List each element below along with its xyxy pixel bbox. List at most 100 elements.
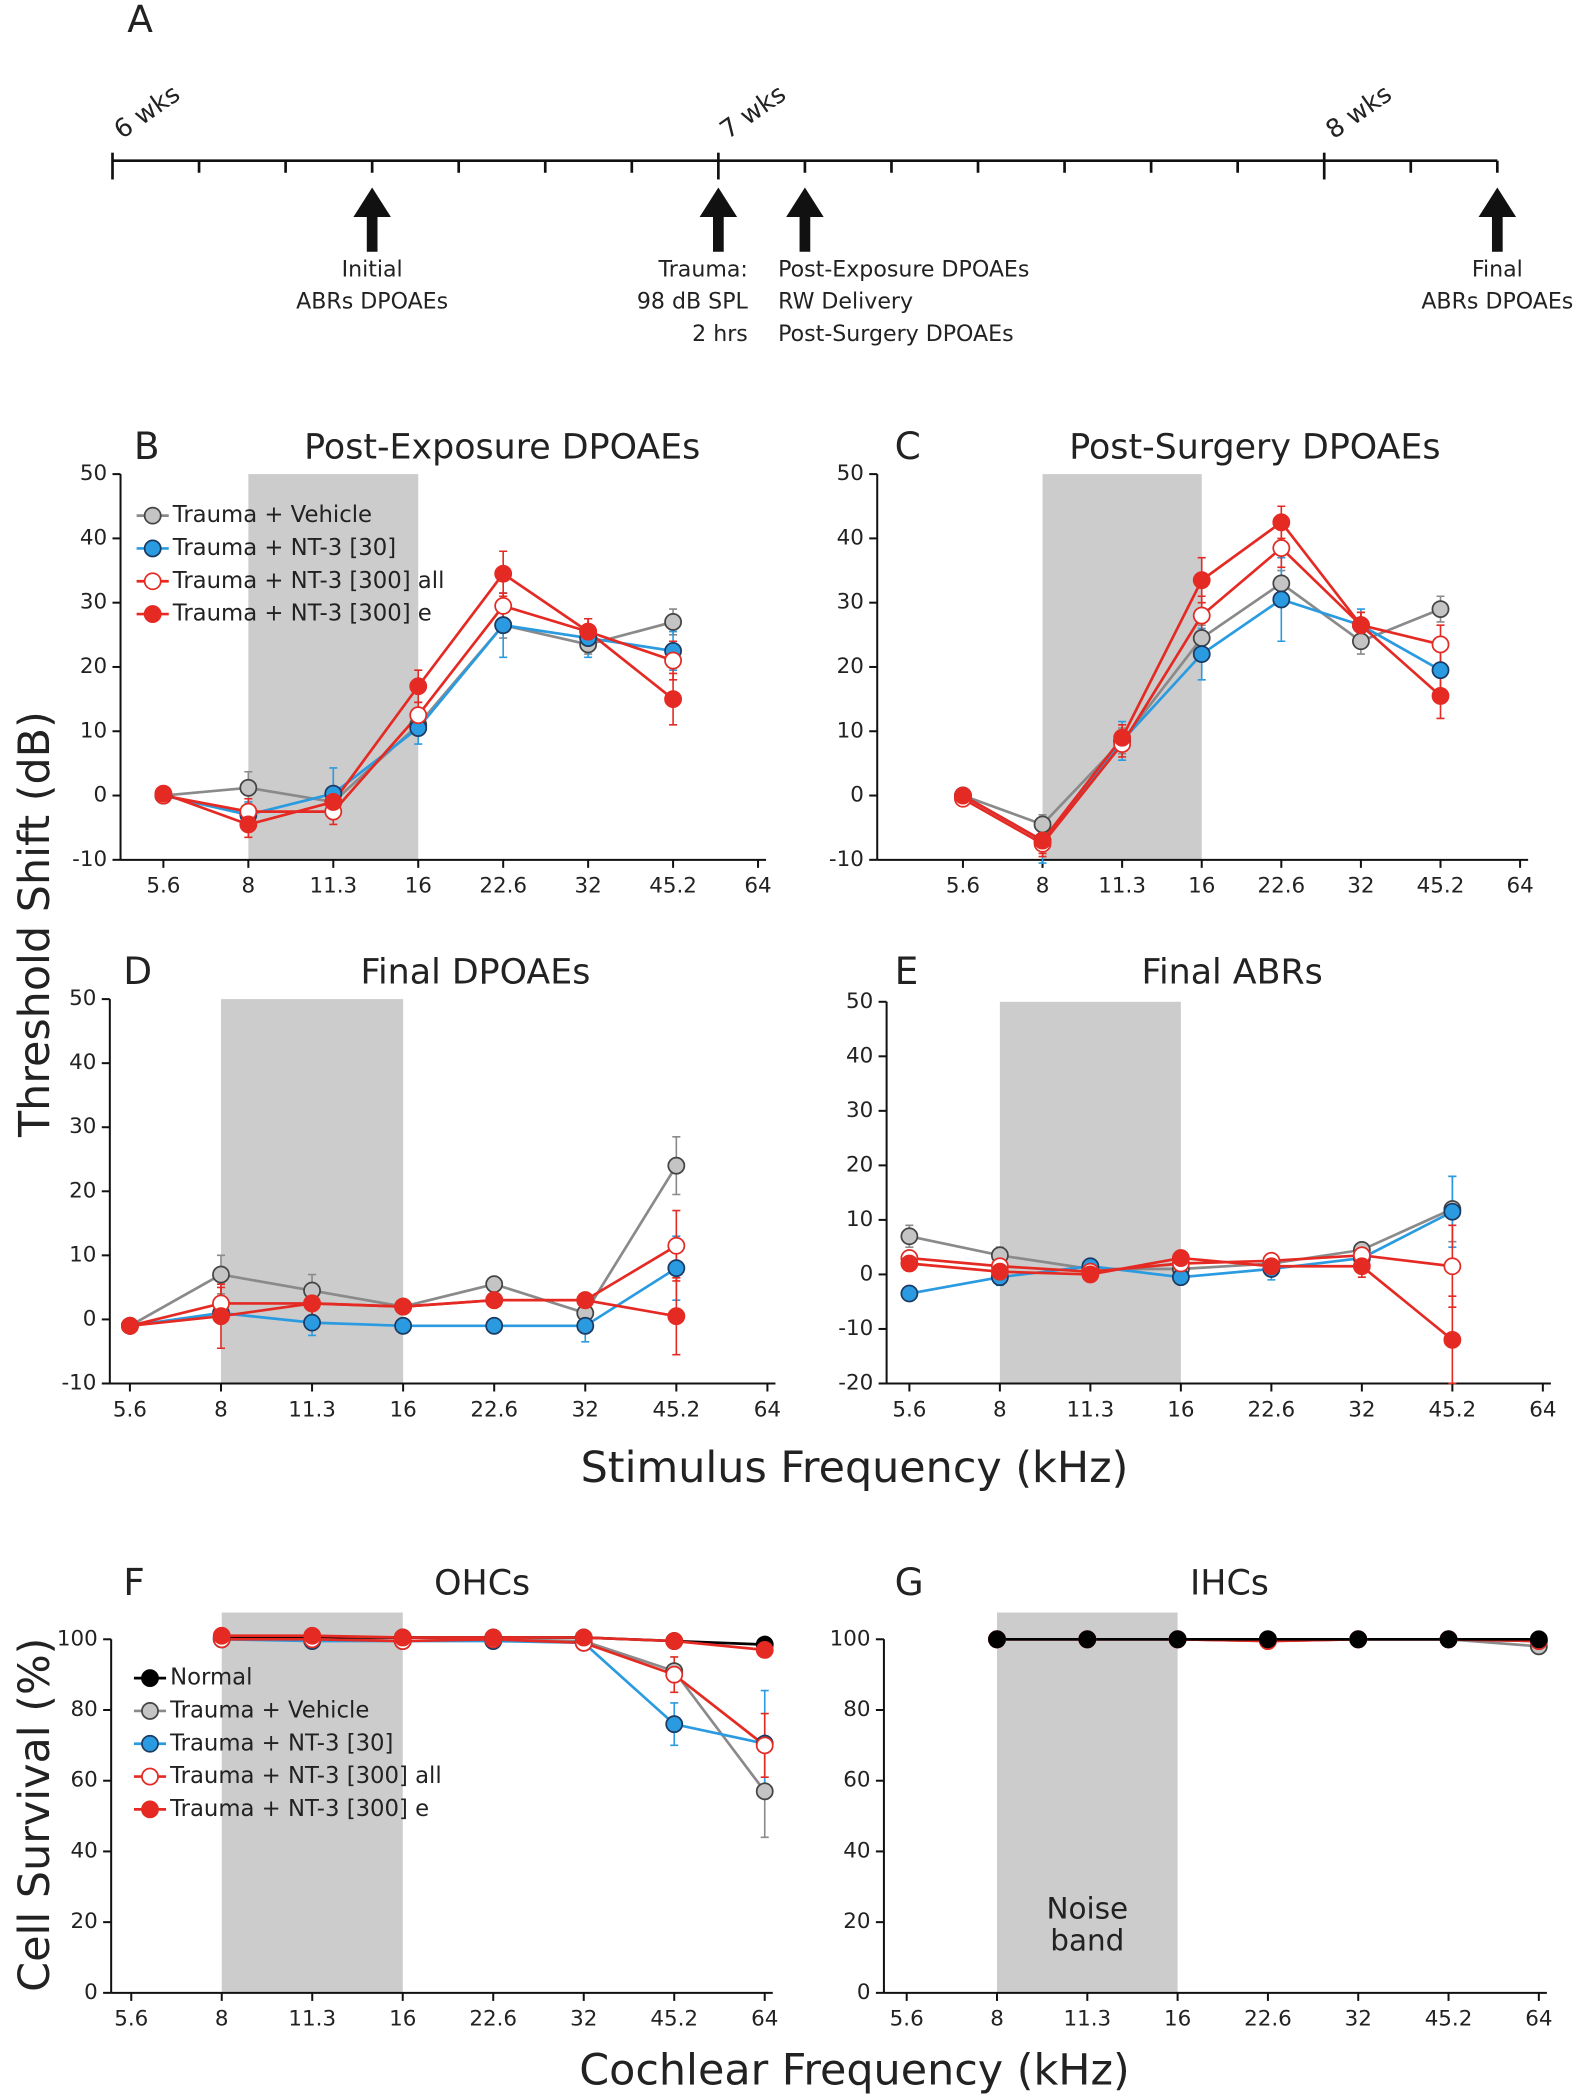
x-tick-label: 45.2 [649, 874, 697, 899]
y-axis-label: Threshold Shift (dB) [10, 711, 60, 1138]
y-tick-label: 40 [837, 525, 864, 550]
legend-marker [141, 1702, 159, 1720]
panel-letter: A [127, 0, 153, 41]
legend-label: Trauma + Vehicle [172, 502, 372, 528]
x-tick-label: 16 [1188, 874, 1215, 899]
x-tick-label: 64 [1525, 2007, 1552, 2032]
y-tick-label: -10 [61, 1370, 96, 1395]
data-point [988, 1630, 1006, 1649]
y-tick-label: 30 [80, 590, 107, 615]
legend-marker [143, 605, 162, 623]
y-tick-label: 0 [83, 1306, 97, 1331]
data-point [664, 651, 682, 670]
data-point [494, 596, 513, 615]
x-tick-label: 11.3 [309, 874, 357, 899]
x-tick-label: 45.2 [1417, 874, 1465, 899]
data-point [1349, 1630, 1368, 1649]
noise-band [221, 1612, 403, 1993]
data-point [576, 1316, 595, 1335]
chart-title: Final ABRs [1141, 953, 1322, 993]
x-tick-label: 16 [1164, 2007, 1191, 2032]
data-point [1192, 606, 1211, 625]
event-label: 2 hrs [692, 321, 748, 347]
data-point [665, 1632, 684, 1650]
x-tick-label: 45.2 [650, 2007, 698, 2032]
data-point [664, 690, 682, 709]
week-label: 8 wks [1320, 78, 1397, 144]
x-tick-label: 5.6 [946, 874, 980, 899]
data-point [664, 613, 682, 631]
data-point [954, 786, 972, 805]
y-tick-label: 40 [69, 1050, 96, 1075]
data-point [1351, 616, 1370, 635]
y-tick-label: 20 [837, 654, 864, 679]
data-point [665, 1665, 684, 1684]
legend-label: Trauma + NT-3 [300] e [169, 1796, 429, 1822]
data-point [665, 1715, 684, 1734]
y-tick-label: 20 [846, 1152, 873, 1177]
y-tick-label: 10 [80, 718, 107, 743]
data-point [303, 1626, 322, 1645]
y-tick-label: 10 [837, 718, 864, 743]
y-tick-label: 20 [843, 1909, 870, 1934]
data-point [484, 1628, 503, 1647]
data-point [574, 1628, 593, 1647]
data-point [1439, 1630, 1458, 1649]
data-point [667, 1259, 686, 1278]
data-point [755, 1782, 774, 1801]
x-tick-label: 11.3 [1098, 874, 1146, 899]
x-tick-label: 32 [570, 2007, 597, 2032]
event-label: RW Delivery [778, 289, 913, 315]
data-point [579, 622, 598, 641]
y-tick-label: 40 [80, 525, 107, 550]
x-tick-label: 8 [990, 2007, 1004, 2032]
data-point [154, 784, 173, 803]
data-point [1529, 1630, 1548, 1649]
event-arrow [353, 187, 391, 252]
legend-label: Trauma + NT-3 [30] [172, 535, 396, 561]
y-tick-label: 10 [846, 1207, 873, 1232]
y-tick-label: 60 [843, 1768, 870, 1793]
y-tick-label: 0 [857, 1980, 871, 2005]
data-point [1081, 1265, 1100, 1284]
data-point [212, 1626, 231, 1645]
x-tick-label: 5.6 [113, 1397, 147, 1422]
legend-marker [141, 1800, 159, 1819]
x-tick-label: 11.3 [288, 2007, 336, 2032]
x-tick-label: 22.6 [470, 1397, 518, 1422]
x-tick-label: 32 [1347, 874, 1374, 899]
data-point [303, 1294, 321, 1313]
y-tick-label: 20 [80, 654, 107, 679]
data-point [1262, 1257, 1281, 1276]
data-point [667, 1236, 686, 1255]
y-tick-label: 30 [837, 590, 864, 615]
x-axis-label: Stimulus Frequency (kHz) [581, 1443, 1129, 1493]
data-point [121, 1316, 139, 1335]
legend-marker [143, 572, 162, 591]
x-tick-label: 16 [405, 874, 432, 899]
data-point [393, 1628, 412, 1647]
x-tick-label: 64 [1506, 874, 1533, 899]
data-point [1272, 574, 1291, 593]
legend-label: Trauma + Vehicle [169, 1697, 369, 1723]
y-tick-label: 100 [57, 1626, 98, 1651]
data-point [1443, 1330, 1462, 1349]
x-tick-label: 5.6 [890, 2007, 924, 2032]
x-tick-label: 8 [242, 874, 256, 899]
data-point [1078, 1630, 1097, 1649]
x-tick-label: 5.6 [892, 1397, 926, 1422]
data-point [900, 1254, 919, 1273]
y-tick-label: 20 [71, 1909, 98, 1934]
panel-letter: B [134, 424, 160, 468]
data-point [1259, 1630, 1277, 1649]
y-tick-label: -10 [838, 1316, 873, 1341]
data-point [394, 1297, 413, 1316]
y-tick-label: -20 [838, 1370, 873, 1395]
data-point [1033, 831, 1052, 850]
legend-marker [141, 1767, 159, 1786]
data-point [667, 1156, 686, 1175]
event-arrow [1478, 187, 1517, 252]
chart-title: Final DPOAEs [361, 953, 591, 993]
data-point [1168, 1630, 1187, 1649]
x-tick-label: 64 [754, 1397, 781, 1422]
